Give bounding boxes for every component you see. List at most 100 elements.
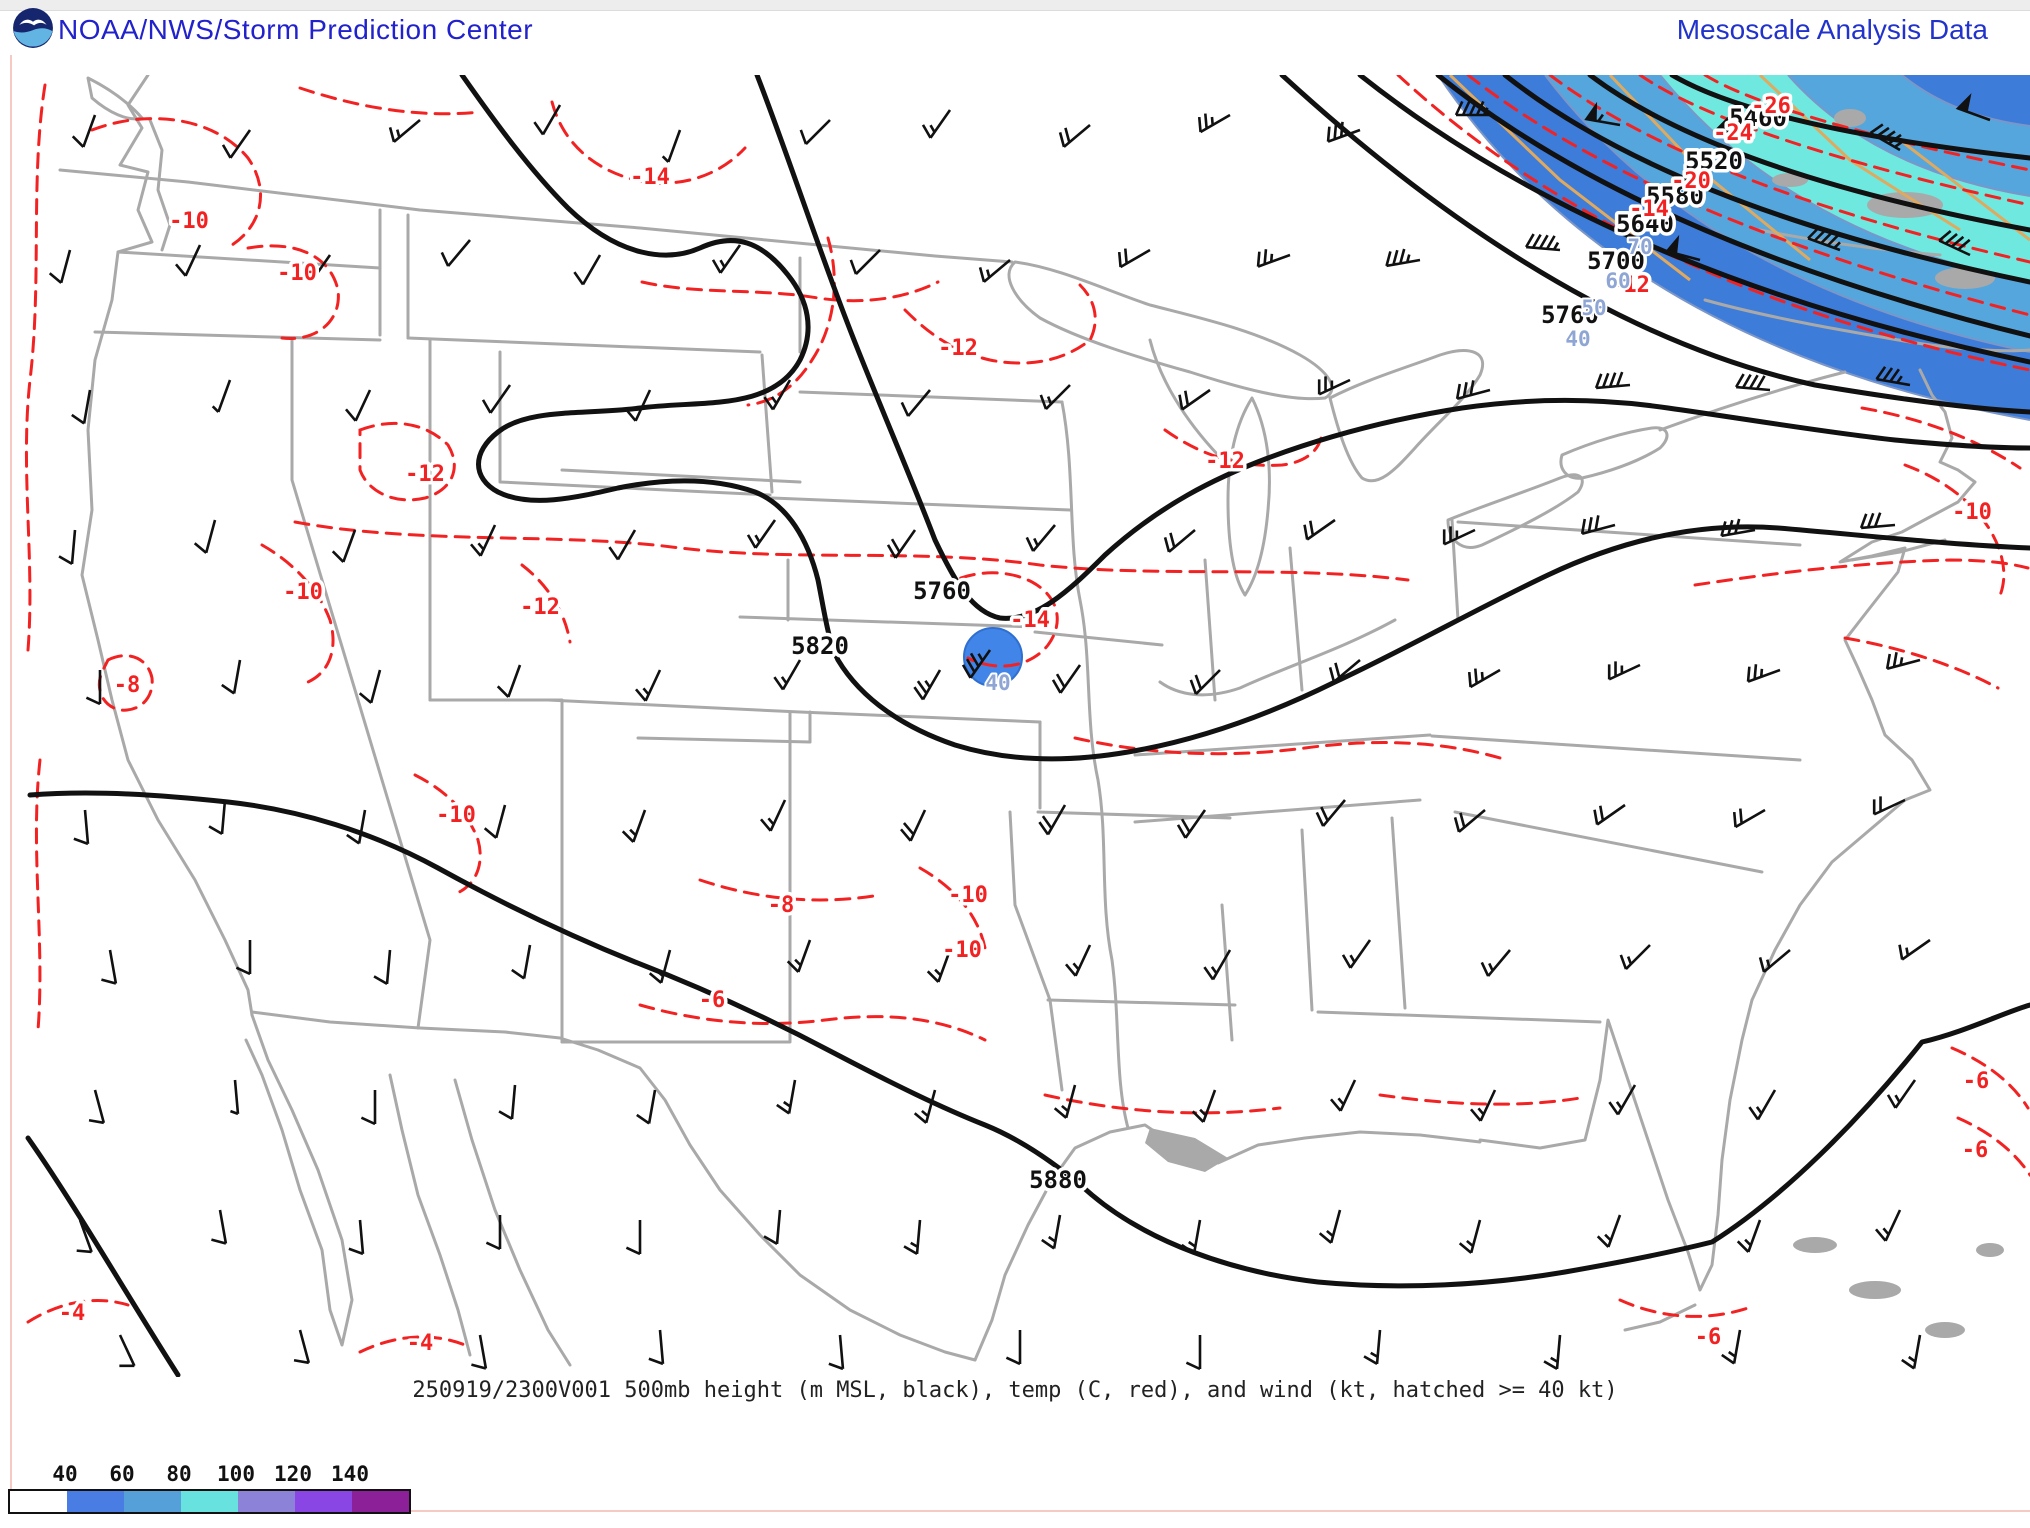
temp-label: -20 [1671,169,1711,194]
wind-barb [1163,529,1196,553]
wind-barb [1872,796,1906,816]
wind-barb [1721,1329,1742,1365]
wind-barb [648,949,672,984]
legend-cell [67,1491,124,1512]
wind-barb [221,129,252,159]
wind-barb [1363,1329,1382,1365]
legend-cell [181,1491,238,1512]
wind-barb [573,254,602,286]
legend-tick: 120 [274,1462,312,1486]
wind-barb [358,669,382,704]
wind-barb [1619,944,1651,970]
temp-label: -12 [520,595,560,620]
legend-tick: 100 [217,1462,255,1486]
wind-barb [221,659,242,695]
wind-barb [1005,1330,1022,1366]
wind-barb [76,1219,93,1254]
wind-barb [978,259,1011,283]
wind-barb [1385,248,1421,268]
wind-barbs-layer [48,93,1991,1371]
isotach-label: 40 [1565,327,1590,351]
browser-top-strip [0,0,2030,11]
isotach-label: 70 [1627,235,1652,259]
legend-tick: 140 [331,1462,369,1486]
wind-barb [1041,1214,1062,1250]
wind-barb [1735,373,1771,392]
wind-barb [483,804,507,839]
wind-barb [1341,939,1372,969]
legend-cell [295,1491,352,1512]
temp-label: -4 [407,1331,434,1356]
wind-barb [1736,1219,1762,1253]
wind-barb [1748,1089,1777,1121]
wind-barb [763,379,792,411]
temp-label: -12 [1610,273,1650,298]
wind-barb [211,1209,228,1245]
wind-barb [1303,518,1336,541]
wind-barb [293,1329,311,1365]
wind-barb [913,1089,937,1124]
height-label: 5820 [791,632,849,660]
wind-barb [1955,93,1991,122]
temp-label: -10 [948,883,988,908]
wind-barb [1543,1334,1562,1370]
wind-barb [373,949,392,985]
wind-barb [1898,938,1931,961]
page-title: Mesoscale Analysis Data [1676,14,1988,45]
wind-barb [1185,1335,1202,1371]
wind-barb [1315,799,1346,827]
wind-barb [1189,669,1221,695]
wind-barb [1732,808,1766,829]
spc-home-link[interactable]: NOAA/NWS/Storm Prediction Center [58,14,534,45]
wind-barb [71,114,97,148]
wind-barb [624,389,652,422]
height-label: 5760 [913,577,971,605]
wind-barb [1058,124,1091,148]
wind-barb [1885,651,1921,671]
temp-label: -6 [1962,1138,1989,1163]
legend-cell [352,1491,409,1512]
wind-barb [828,1334,845,1371]
wind-barb [1197,113,1231,134]
wind-barb [849,249,881,275]
wind-barb [1458,1219,1482,1254]
wind-barb [1869,123,1903,152]
wind-barb [961,649,992,679]
temp-label: -6 [1963,1069,1990,1094]
wind-barb [1901,1334,1922,1370]
wind-barb [1453,809,1486,833]
temp-label: -10 [436,803,476,828]
wind-barb [799,119,831,145]
wind-barb [101,949,118,985]
temp-label: -10 [277,261,317,286]
temp-label: -14 [1010,608,1050,633]
wind-barb [763,1209,782,1245]
wind-barb [1328,659,1361,683]
wind-barb [360,1090,377,1126]
wind-barb [1746,664,1781,683]
wind-barb [496,664,522,698]
temp-label: -24 [1713,121,1753,146]
wind-barb [344,389,372,422]
wind-barb [211,379,232,413]
wind-barb [331,529,357,563]
wind-barb [1025,524,1056,552]
wind-barb [773,659,802,691]
wind-barb [305,254,332,284]
wind-barb [1859,512,1896,530]
wind-barb [621,809,647,843]
wind-barb [58,529,77,565]
temp-label: -10 [1952,500,1992,525]
wind-barb [608,529,637,561]
wind-barb [388,119,421,143]
wind-barb [759,799,787,832]
wind-barb [1256,249,1291,268]
temp-label: -8 [768,893,795,918]
temp-label: -6 [699,988,726,1013]
wind-barb [85,670,102,706]
wind-barb [899,809,927,842]
legend-tick-labels: 40 60 80 100 120 140 [0,1462,500,1486]
wind-barb [1178,388,1211,411]
noaa-logo-icon[interactable] [12,7,54,49]
